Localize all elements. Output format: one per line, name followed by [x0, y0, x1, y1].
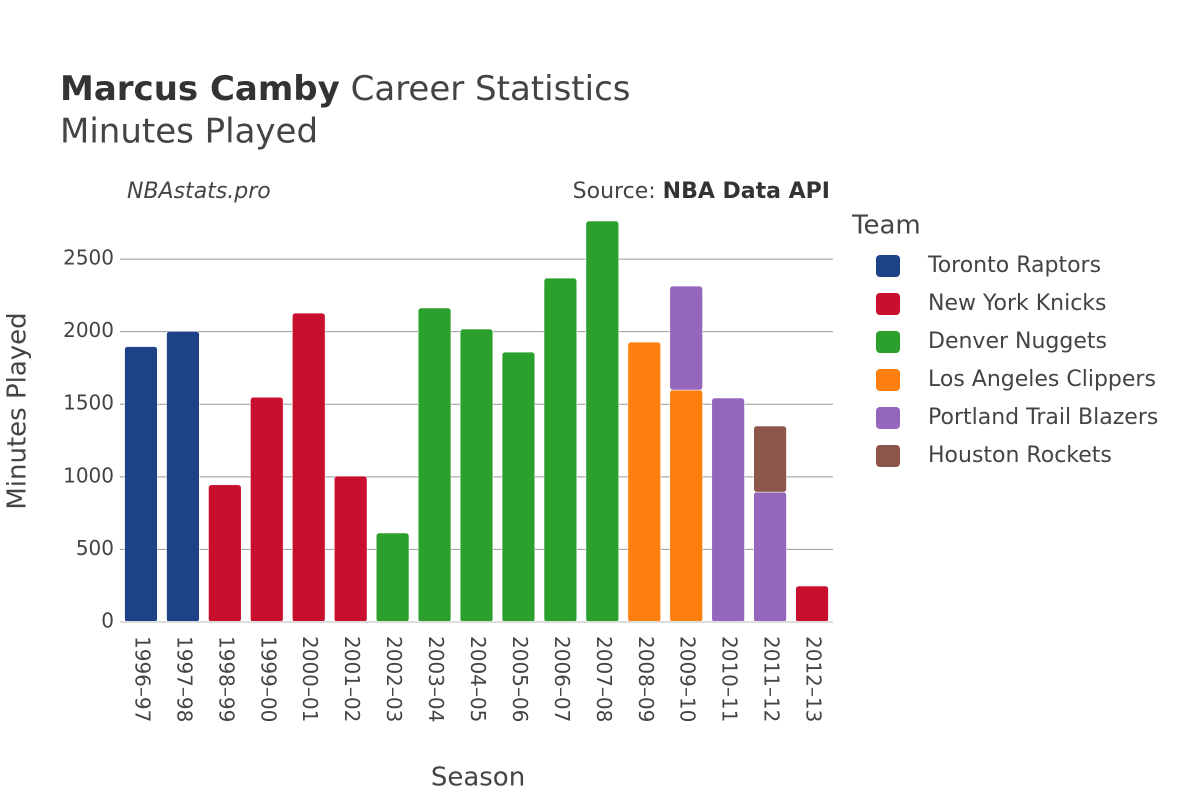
- x-tick-label: 2000–01: [298, 636, 322, 722]
- y-tick-label: 1500: [63, 391, 114, 415]
- legend-label: Toronto Raptors: [927, 253, 1101, 278]
- legend-label: Denver Nuggets: [928, 329, 1107, 354]
- legend-swatch: [876, 255, 900, 277]
- legend-label: Houston Rockets: [928, 443, 1112, 468]
- legend-swatch: [876, 445, 900, 467]
- legend-title: Team: [851, 211, 921, 241]
- bar-segment: [543, 277, 577, 623]
- x-tick-label: 2011–12: [760, 636, 784, 722]
- y-tick-label: 2500: [63, 246, 114, 270]
- x-tick-label: 2012–13: [802, 636, 826, 722]
- source-label: Source:: [573, 179, 656, 204]
- y-tick-label: 1000: [63, 463, 114, 487]
- source-annotation: Source: NBA Data API: [573, 179, 830, 204]
- y-axis-title: Minutes Played: [3, 312, 33, 509]
- bar-segment: [292, 312, 326, 623]
- x-tick-label: 2004–05: [466, 636, 490, 722]
- source-name: NBA Data API: [663, 179, 830, 204]
- bar-segment: [208, 484, 242, 623]
- x-tick-label: 2008–09: [634, 636, 658, 722]
- title-bold: Marcus Camby: [60, 69, 340, 109]
- bar-segment: [166, 331, 200, 623]
- legend-label: Los Angeles Clippers: [928, 367, 1156, 392]
- x-tick-label: 2003–04: [424, 636, 448, 722]
- bar-segment: [250, 397, 284, 623]
- legend-label: Portland Trail Blazers: [928, 405, 1158, 430]
- bar-segment: [795, 585, 829, 623]
- bar-segment: [669, 389, 703, 623]
- x-axis-title: Season: [431, 763, 525, 793]
- bar-segment: [376, 532, 410, 623]
- bar-segment: [753, 425, 787, 493]
- x-tick-label: 1998–99: [214, 636, 238, 722]
- y-tick-label: 0: [101, 609, 114, 633]
- site-annotation: NBAstats.pro: [127, 179, 271, 204]
- chart-subtitle: Minutes Played: [60, 112, 318, 152]
- x-tick-label: 1996–97: [130, 636, 154, 722]
- legend-swatch: [876, 331, 900, 353]
- x-tick-label: 2001–02: [340, 636, 364, 722]
- x-tick-label: 1997–98: [172, 636, 196, 722]
- x-tick-label: 2005–06: [508, 636, 532, 722]
- y-tick-label: 2000: [63, 318, 114, 342]
- bar-segment: [459, 328, 494, 623]
- legend-swatch: [876, 369, 900, 391]
- bar-segment: [334, 475, 368, 623]
- x-tick-label: 1999–00: [256, 636, 280, 722]
- bar-segment: [627, 341, 661, 623]
- y-tick-label: 500: [76, 536, 114, 560]
- legend-swatch: [876, 293, 900, 315]
- legend-swatch: [876, 407, 900, 429]
- chart-title: Marcus Camby Career Statistics: [60, 69, 630, 109]
- bar-segment: [669, 285, 703, 391]
- x-tick-label: 2010–11: [718, 636, 742, 722]
- bar-segment: [753, 491, 787, 623]
- title-rest: Career Statistics: [351, 69, 631, 109]
- x-tick-label: 2006–07: [550, 636, 574, 722]
- bar-segment: [501, 351, 536, 623]
- x-tick-label: 2002–03: [382, 636, 406, 722]
- x-tick-label: 2007–08: [592, 636, 616, 722]
- bar-segment: [585, 220, 619, 623]
- bar-segment: [124, 346, 158, 623]
- x-tick-label: 2009–10: [676, 636, 700, 722]
- bar-segment: [711, 397, 745, 623]
- legend-label: New York Knicks: [928, 291, 1107, 316]
- bar-segment: [417, 307, 452, 623]
